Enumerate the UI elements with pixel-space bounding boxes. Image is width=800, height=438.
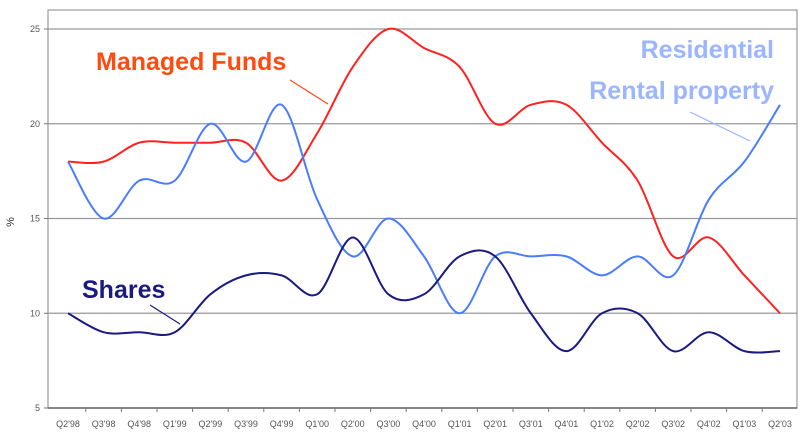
x-tick-label: Q3'98 — [92, 419, 116, 429]
x-tick-label: Q1'01 — [448, 419, 472, 429]
x-tick-label: Q2'03 — [768, 419, 792, 429]
series-line-shares — [67, 236, 781, 354]
x-tick-label: Q3'02 — [661, 419, 685, 429]
x-tick-label: Q4'99 — [270, 419, 294, 429]
annotation-residential-line1: Residential — [641, 36, 774, 64]
y-tick-label: 10 — [30, 308, 40, 318]
x-tick-label: Q3'99 — [234, 419, 258, 429]
x-tick-label: Q4'01 — [555, 419, 579, 429]
x-tick-label: Q2'00 — [341, 419, 365, 429]
x-tick-label: Q1'99 — [163, 419, 187, 429]
x-tick-label: Q1'00 — [305, 419, 329, 429]
x-tick-label: Q1'02 — [590, 419, 614, 429]
leader-residential — [689, 111, 751, 142]
x-tick-label: Q4'00 — [412, 419, 436, 429]
x-tick-label: Q1'03 — [733, 419, 757, 429]
x-tick-label: Q4'98 — [127, 419, 151, 429]
y-tick-label: 25 — [30, 24, 40, 34]
annotation-residential-line2: Rental property — [589, 77, 774, 105]
x-tick-label: Q2'99 — [199, 419, 223, 429]
series-line-managed-funds — [67, 27, 781, 314]
series-line-residential-rental-property — [67, 103, 781, 315]
x-tick-label: Q2'98 — [56, 419, 80, 429]
x-tick-label: Q3'00 — [377, 419, 401, 429]
annotation-managed-funds: Managed Funds — [96, 48, 286, 76]
x-tick-label: Q2'01 — [483, 419, 507, 429]
annotation-shares: Shares — [82, 276, 165, 304]
leader-shares — [149, 304, 181, 325]
y-tick-label: 5 — [35, 403, 40, 413]
leader-managed-funds — [289, 79, 329, 105]
y-tick-label: 20 — [30, 119, 40, 129]
x-tick-label: Q3'01 — [519, 419, 543, 429]
y-axis-label: % — [5, 217, 17, 227]
x-tick-label: Q4'02 — [697, 419, 721, 429]
x-tick-label: Q2'02 — [626, 419, 650, 429]
y-tick-label: 15 — [30, 214, 40, 224]
